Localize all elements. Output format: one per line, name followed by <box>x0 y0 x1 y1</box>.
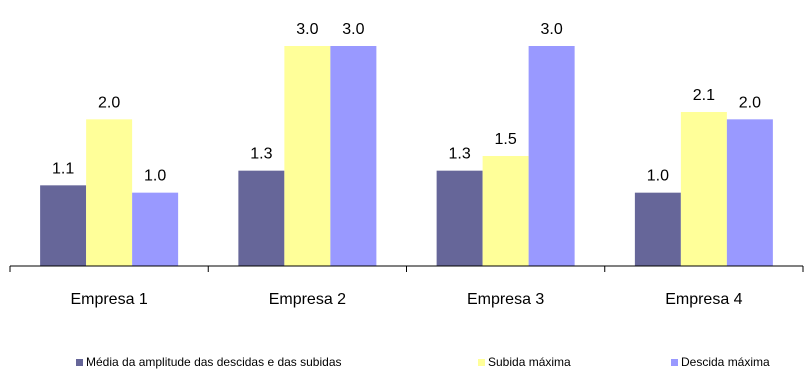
data-label-3-2: 3.0 <box>342 21 364 38</box>
x-axis: Empresa 1 Empresa 2 Empresa 3 Empresa 4 <box>9 265 804 308</box>
data-label-2-3: 1.5 <box>495 131 517 148</box>
x-tick-label-2: Empresa 2 <box>269 291 346 308</box>
data-label-1-2: 1.3 <box>250 146 272 163</box>
legend-item-series-1: Média da amplitude das descidas e das su… <box>76 355 342 369</box>
data-labels-layer: 1.1 2.0 1.0 1.3 3.0 3.0 1.3 1.5 3.0 1.0 2.1 2.0 <box>52 21 761 185</box>
x-tick-label-3: Empresa 3 <box>467 291 544 308</box>
bars-layer <box>40 46 773 266</box>
data-label-3-3: 3.0 <box>541 21 563 38</box>
data-label-3-4: 2.0 <box>739 94 761 111</box>
x-tick-label-4: Empresa 4 <box>665 291 742 308</box>
legend-label-series-3: Descida máxima <box>681 355 770 369</box>
legend-swatch-series-3 <box>671 358 678 366</box>
bar-2-2 <box>284 46 331 266</box>
data-label-1-4: 1.0 <box>647 168 669 185</box>
data-label-3-1: 1.0 <box>144 168 166 185</box>
bar-3-3 <box>528 46 575 266</box>
legend-item-series-3: Descida máxima <box>671 355 770 369</box>
x-tick-label-1: Empresa 1 <box>70 291 147 308</box>
bar-1-1 <box>40 185 87 266</box>
legend-label-series-1: Média da amplitude das descidas e das su… <box>86 355 342 369</box>
bar-2-1 <box>86 119 133 266</box>
legend-label-series-2: Subida máxima <box>488 355 571 369</box>
legend-swatch-series-1 <box>76 358 83 366</box>
bar-1-3 <box>436 170 483 266</box>
data-label-2-4: 2.1 <box>693 87 715 104</box>
bar-2-3 <box>482 156 529 266</box>
bar-2-4 <box>680 112 727 266</box>
legend: Média da amplitude das descidas e das su… <box>0 355 809 371</box>
bar-3-1 <box>132 192 179 266</box>
data-label-2-1: 2.0 <box>98 94 120 111</box>
bar-3-4 <box>726 119 773 266</box>
legend-item-series-2: Subida máxima <box>478 355 571 369</box>
data-label-1-3: 1.3 <box>449 146 471 163</box>
data-label-1-1: 1.1 <box>52 160 74 177</box>
data-label-2-2: 3.0 <box>296 21 318 38</box>
legend-swatch-series-2 <box>478 358 485 366</box>
bar-1-4 <box>634 192 681 266</box>
bar-3-2 <box>330 46 377 266</box>
bar-chart: 1.1 2.0 1.0 1.3 3.0 3.0 1.3 1.5 3.0 1.0 2.1 2.0 Emp… <box>9 21 804 308</box>
bar-1-2 <box>238 170 285 266</box>
